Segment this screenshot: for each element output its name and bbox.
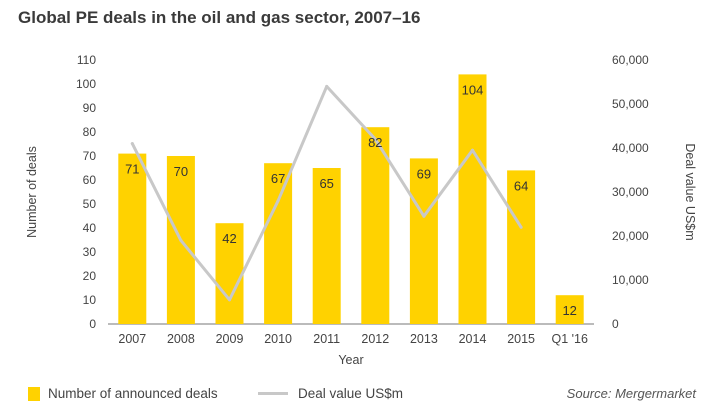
deal-value-point bbox=[276, 199, 280, 203]
y-left-tick-label: 80 bbox=[83, 125, 97, 139]
bar-value-label: 82 bbox=[368, 135, 382, 150]
y-left-tick-label: 100 bbox=[76, 77, 96, 91]
bar bbox=[312, 168, 341, 324]
bar-value-label: 42 bbox=[222, 231, 236, 246]
deal-value-point bbox=[179, 238, 183, 242]
bar-value-label: 104 bbox=[462, 82, 484, 97]
y-right-tick-label: 10,000 bbox=[612, 273, 649, 287]
bar-value-label: 70 bbox=[174, 164, 188, 179]
legend-bar-swatch bbox=[28, 386, 40, 401]
deal-value-point bbox=[373, 137, 377, 141]
bar bbox=[215, 223, 244, 324]
y-right-tick-label: 30,000 bbox=[612, 185, 649, 199]
x-tick-label: 2013 bbox=[410, 332, 438, 346]
bar bbox=[555, 295, 584, 324]
y-right-tick-label: 20,000 bbox=[612, 229, 649, 243]
deal-value-point bbox=[228, 298, 231, 302]
y-right-tick-label: 50,000 bbox=[612, 97, 649, 111]
y-right-tick-label: 40,000 bbox=[612, 141, 649, 155]
y-left-tick-label: 50 bbox=[83, 197, 97, 211]
bar bbox=[361, 127, 390, 324]
x-tick-label: 2012 bbox=[361, 332, 389, 346]
deal-value-point bbox=[519, 225, 523, 229]
bar bbox=[264, 163, 293, 324]
x-tick-label: 2007 bbox=[118, 332, 146, 346]
legend-label-deals: Number of announced deals bbox=[48, 386, 218, 401]
legend-label-value: Deal value US$m bbox=[298, 386, 404, 401]
deal-value-point bbox=[471, 148, 474, 152]
y-right-tick-label: 0 bbox=[612, 317, 619, 331]
y-left-tick-label: 30 bbox=[83, 245, 97, 259]
chart-canvas: 0 10 20 30 40 50 60 70 80 90 100 110 0 10,000 20,000 30… bbox=[25, 53, 697, 367]
legend-item-value: Deal value US$m bbox=[258, 386, 403, 401]
y-left-tick-label: 40 bbox=[83, 221, 97, 235]
legend-item-deals: Number of announced deals bbox=[28, 386, 218, 401]
bar bbox=[458, 74, 487, 325]
bar-value-label: 12 bbox=[562, 303, 576, 318]
y-left-tick-label: 110 bbox=[77, 53, 96, 67]
bar bbox=[118, 153, 147, 324]
legend: Number of announced deals Deal value US$… bbox=[28, 386, 708, 408]
y-left-tick-label: 70 bbox=[83, 149, 97, 163]
bar-value-label: 71 bbox=[125, 162, 139, 177]
y-left-tick-label: 0 bbox=[89, 317, 96, 331]
bar bbox=[409, 158, 438, 324]
deal-value-point bbox=[422, 214, 426, 218]
x-axis-title: Year bbox=[338, 353, 363, 367]
y-left-tick-label: 20 bbox=[83, 269, 97, 283]
y-right-axis-title: Deal value US$m bbox=[683, 143, 697, 240]
legend-line-swatch bbox=[258, 392, 288, 395]
x-tick-label: 2010 bbox=[264, 332, 292, 346]
bar-value-label: 69 bbox=[417, 166, 431, 181]
chart-title: Global PE deals in the oil and gas secto… bbox=[18, 8, 421, 27]
bar-value-label: 64 bbox=[514, 178, 528, 193]
deal-value-point bbox=[130, 142, 134, 146]
x-tick-label: 2009 bbox=[216, 332, 244, 346]
y-left-axis-title: Number of deals bbox=[25, 146, 39, 238]
source-note: Source: Mergermarket bbox=[566, 386, 696, 401]
deal-value-point bbox=[325, 84, 329, 88]
bar-value-label: 67 bbox=[271, 171, 285, 186]
x-tick-label: Q1 '16 bbox=[551, 332, 587, 346]
x-tick-label: 2008 bbox=[167, 332, 195, 346]
y-left-tick-label: 10 bbox=[83, 293, 97, 307]
y-left-tick-label: 90 bbox=[83, 101, 97, 115]
x-tick-label: 2014 bbox=[459, 332, 487, 346]
x-tick-label: 2015 bbox=[507, 332, 535, 346]
y-right-tick-label: 60,000 bbox=[612, 53, 649, 67]
bar-value-label: 65 bbox=[319, 176, 333, 191]
y-left-tick-label: 60 bbox=[83, 173, 97, 187]
x-tick-label: 2011 bbox=[313, 332, 340, 346]
bar bbox=[507, 170, 536, 324]
